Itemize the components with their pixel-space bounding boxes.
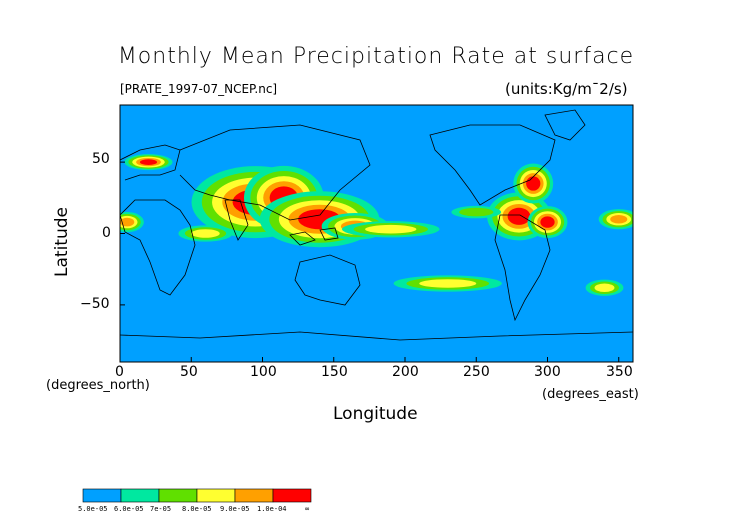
colorbar-swatch: [272, 488, 312, 503]
colorbar-swatch: [234, 488, 274, 503]
colorbar-swatch: [82, 488, 122, 503]
chart-title: Monthly Mean Precipitation Rate at surfa…: [117, 44, 635, 69]
y-axis-units: (degrees_north): [46, 378, 150, 393]
axis-ticks: [119, 161, 620, 362]
precip-layer: [120, 154, 633, 296]
x-axis-label: Longitude: [333, 404, 418, 424]
x-axis-units: (degrees_east): [542, 387, 639, 402]
x-tick-label: 300: [534, 364, 561, 380]
precip-region: [191, 229, 220, 238]
colorbar-swatch: [120, 488, 160, 503]
colorbar-label: 6.0e-05: [114, 505, 144, 513]
colorbar-swatch: [158, 488, 198, 503]
x-tick-label: 350: [606, 364, 633, 380]
colorbar-label: 5.0e-05: [78, 505, 108, 513]
x-tick-label: 100: [250, 364, 277, 380]
x-tick-label: 150: [321, 364, 348, 380]
y-tick-label: 0: [102, 225, 111, 241]
colorbar-label: 8.0e-05: [182, 505, 212, 513]
precip-region: [459, 207, 494, 217]
x-tick-label: 50: [180, 364, 198, 380]
precip-region: [610, 214, 628, 224]
precip-region: [594, 283, 615, 293]
precip-region: [507, 207, 531, 225]
y-tick-label: 50: [92, 151, 110, 167]
colorbar: [82, 488, 312, 503]
file-label: [PRATE_1997-07_NCEP.nc]: [120, 82, 278, 96]
precip-region: [139, 159, 158, 165]
x-tick-label: 250: [463, 364, 490, 380]
y-tick-label: −50: [80, 296, 110, 312]
x-tick-label: 0: [115, 364, 124, 380]
colorbar-label: 1.0e-04: [257, 505, 287, 513]
x-tick-label: 200: [392, 364, 419, 380]
units-label: (units:Kg/m¯2/s): [505, 80, 628, 98]
colorbar-swatch: [196, 488, 236, 503]
coastlines: [120, 109, 633, 341]
precip-region: [419, 279, 477, 288]
colorbar-label: 9.0e-05: [220, 505, 250, 513]
precip-region: [526, 176, 541, 191]
precip-region: [120, 217, 135, 227]
colorbar-label: ∞: [305, 505, 310, 513]
colorbar-label: 7e-05: [150, 505, 172, 513]
precip-region: [540, 216, 555, 228]
precip-region: [365, 224, 417, 234]
